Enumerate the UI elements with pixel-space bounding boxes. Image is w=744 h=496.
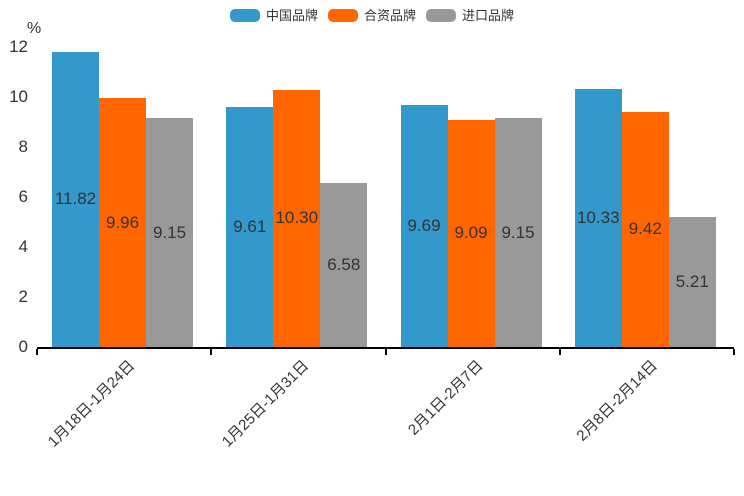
x-axis-tick-mark <box>36 349 38 355</box>
legend-swatch-icon <box>229 9 260 22</box>
y-axis-tick-label: 8 <box>18 137 28 156</box>
bar-value-label: 9.69 <box>407 215 441 235</box>
bar-中国品牌-2月1日-2月7日 <box>400 104 448 347</box>
bar-value-label: 11.82 <box>54 189 97 209</box>
bar-合资品牌-1月18日-1月24日 <box>99 98 146 347</box>
y-axis-tick-label: 0 <box>18 337 28 356</box>
legend-item-label: 中国品牌 <box>265 8 318 23</box>
x-axis-category-label[interactable]: 1月18日-1月24日 <box>44 357 139 451</box>
chart-legend: 中国品牌 合资品牌 进口品牌 <box>0 8 744 23</box>
y-axis-tick-label: 6 <box>18 187 28 206</box>
bar-中国品牌-1月18日-1月24日 <box>52 51 99 347</box>
x-axis-category-label[interactable]: 1月25日-1月31日 <box>219 357 313 451</box>
bar-中国品牌-1月25日-1月31日 <box>226 106 274 347</box>
bar-value-label: 10.30 <box>275 208 319 228</box>
bar-进口品牌-2月8日-2月14日 <box>668 216 716 347</box>
legend-swatch-icon <box>327 9 358 22</box>
x-axis-tick-mark <box>733 349 735 355</box>
bar-value-label: 5.21 <box>675 271 709 291</box>
y-axis-tick-label: 4 <box>18 237 28 256</box>
bar-进口品牌-1月25日-1月31日 <box>320 182 368 347</box>
bar-合资品牌-1月25日-1月31日 <box>273 89 321 347</box>
x-axis-category-label[interactable]: 2月1日-2月7日 <box>405 357 487 439</box>
y-axis-tick-label: 10 <box>9 87 28 106</box>
bar-value-label: 10.33 <box>576 207 620 227</box>
x-axis-tick-mark <box>558 349 561 355</box>
bar-value-label: 9.61 <box>233 216 267 236</box>
legend-item-label: 合资品牌 <box>363 8 416 23</box>
y-axis-unit-label: % <box>27 20 42 37</box>
x-axis-tick-mark <box>210 349 213 355</box>
y-axis-tick-label: 2 <box>18 287 28 306</box>
bar-value-label: 9.96 <box>105 212 140 232</box>
legend-item-series-1[interactable]: 中国品牌 <box>229 8 318 23</box>
x-axis-line <box>37 347 734 349</box>
legend-item-series-2[interactable]: 合资品牌 <box>327 8 416 23</box>
bar-中国品牌-2月8日-2月14日 <box>574 88 622 347</box>
bar-合资品牌-2月8日-2月14日 <box>621 111 669 347</box>
x-axis-tick-mark <box>384 349 387 355</box>
bar-value-label: 9.09 <box>454 223 488 243</box>
legend-item-series-3[interactable]: 进口品牌 <box>426 8 514 23</box>
bar-进口品牌-1月18日-1月24日 <box>146 118 193 347</box>
x-axis-category-label[interactable]: 2月8日-2月14日 <box>573 357 662 445</box>
bar-value-label: 6.58 <box>327 254 361 274</box>
y-axis-tick-label: 12 <box>9 37 28 56</box>
bar-value-label: 9.15 <box>152 222 187 242</box>
bar-value-label: 9.42 <box>628 219 662 239</box>
bar-进口品牌-2月1日-2月7日 <box>494 118 542 347</box>
bar-合资品牌-2月1日-2月7日 <box>447 119 495 347</box>
bar-value-label: 9.15 <box>501 222 535 242</box>
legend-item-label: 进口品牌 <box>462 8 515 23</box>
legend-swatch-icon <box>426 9 456 22</box>
